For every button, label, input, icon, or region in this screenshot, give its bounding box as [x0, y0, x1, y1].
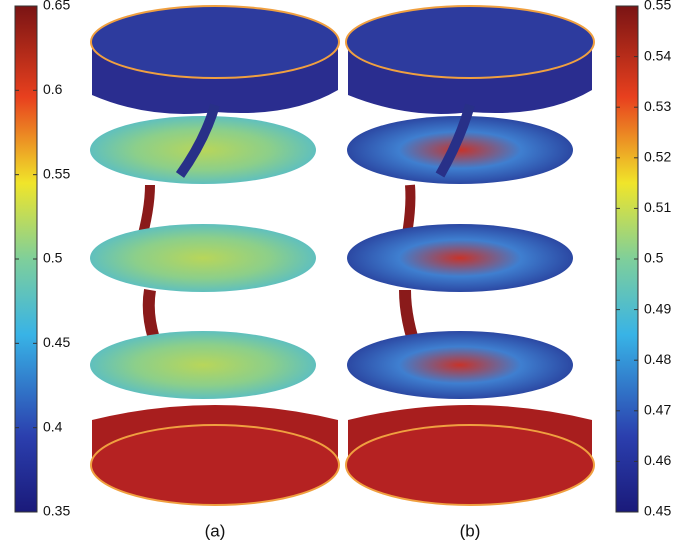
bottom-plate: [91, 425, 339, 505]
tick-label: 0.54: [644, 47, 671, 63]
slice: [90, 224, 316, 292]
panel-label: (a): [205, 521, 226, 540]
tick-label: 0.47: [644, 402, 671, 418]
tick-label: 0.45: [644, 503, 671, 519]
panel-label: (b): [460, 521, 481, 540]
tick-label: 0.65: [43, 0, 70, 13]
slice: [347, 331, 573, 399]
tick-label: 0.46: [644, 452, 671, 468]
tick-label: 0.52: [644, 149, 671, 165]
tick-label: 0.5: [644, 250, 664, 266]
panel-a: (a): [90, 6, 339, 540]
tick-label: 0.55: [43, 165, 70, 181]
slice: [347, 224, 573, 292]
tick-label: 0.6: [43, 81, 63, 97]
tick-label: 0.51: [644, 199, 671, 215]
tick-label: 0.49: [644, 300, 671, 316]
tick-label: 0.35: [43, 503, 70, 519]
top-plate: [91, 6, 339, 78]
tick-label: 0.48: [644, 351, 671, 367]
tick-label: 0.5: [43, 250, 63, 266]
slice: [90, 331, 316, 399]
top-plate: [346, 6, 594, 78]
bottom-plate: [346, 425, 594, 505]
tick-label: 0.4: [43, 418, 63, 434]
figure: (a) (b) 0.35 0.4 0.45 0.5 0.55 0.6 0.65 0.45 0.4…: [0, 0, 695, 550]
tick-label: 0.55: [644, 0, 671, 13]
panel-b: (b): [346, 6, 594, 540]
tick-label: 0.45: [43, 334, 70, 350]
tick-label: 0.53: [644, 98, 671, 114]
